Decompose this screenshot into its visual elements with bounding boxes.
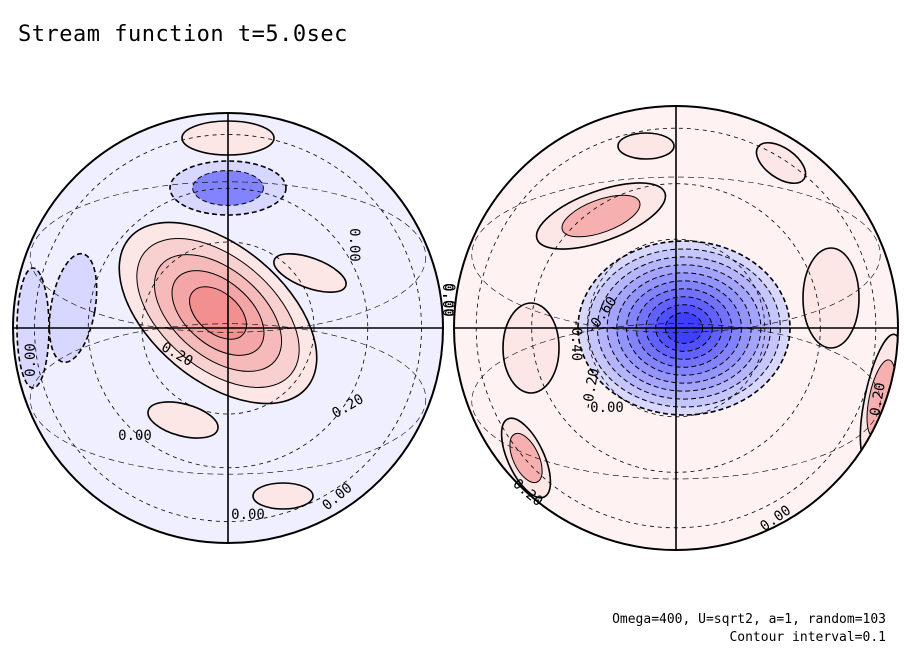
contour-line [755, 141, 807, 185]
contour-region-negative [48, 252, 98, 364]
contour-region-positive [147, 401, 219, 439]
contour-region-positive [755, 141, 807, 185]
contour-line [561, 194, 641, 238]
contour-line [802, 247, 860, 349]
contour-line [509, 432, 543, 484]
contour-label: -0.20 [580, 367, 603, 411]
contour-region-positive [252, 482, 314, 510]
hemisphere-outline [12, 112, 444, 544]
contour-label: 0.00 [231, 507, 265, 523]
contour-label: 0.00 [441, 283, 457, 317]
chart-title: Stream function t=5.0sec [18, 22, 348, 47]
contour-label: 0.00 [439, 283, 455, 317]
hemisphere-outline [453, 105, 899, 551]
contour-region-positive [617, 132, 675, 160]
contour-line [502, 302, 560, 394]
parameters-note: Omega=400, U=sqrt2, a=1, random=103 [612, 612, 886, 627]
contour-line [252, 482, 314, 510]
contour-region-positive [273, 253, 347, 293]
contour-interval-note: Contour interval=0.1 [729, 630, 886, 645]
contour-label: 0.00 [23, 343, 39, 377]
contour-region-positive [535, 182, 667, 250]
contour-region-positive [118, 221, 318, 405]
contour-line [273, 253, 347, 293]
contour-label: 0.00 [118, 428, 152, 444]
contour-region-positive [502, 302, 560, 394]
contour-line [147, 401, 219, 439]
contour-label: -0.40 [568, 319, 584, 361]
contour-line [617, 132, 675, 160]
contour-label: 0.00 [590, 400, 624, 416]
contour-line [48, 252, 98, 364]
contour-label: 0.20 [867, 381, 889, 417]
contour-region-positive [802, 247, 860, 349]
contour-region-positive [500, 417, 552, 499]
contour-label: 0.00 [346, 228, 362, 262]
